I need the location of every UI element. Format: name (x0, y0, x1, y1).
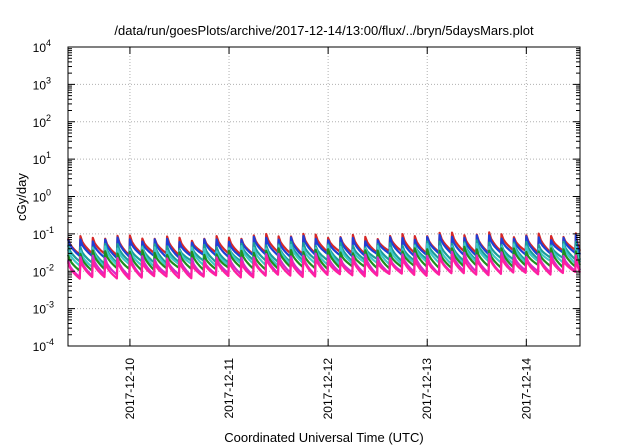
y-tick-exponent: 3 (46, 75, 51, 85)
y-axis-label: cGy/day (14, 173, 29, 221)
y-tick-exponent: 4 (46, 38, 51, 48)
y-tick-exponent: -4 (46, 337, 54, 347)
y-tick-label: 10 (33, 303, 47, 317)
x-tick-label: 2017-12-12 (321, 358, 335, 420)
x-tick-label: 2017-12-10 (123, 358, 137, 420)
y-tick-exponent: -1 (46, 225, 54, 235)
grid (68, 47, 580, 346)
y-tick-label: 10 (33, 265, 47, 279)
x-axis-label: Coordinated Universal Time (UTC) (224, 430, 423, 445)
y-tick-exponent: 0 (46, 188, 51, 198)
series-line (66, 253, 582, 281)
x-tick-label: 2017-12-11 (222, 358, 236, 419)
y-tick-label: 10 (33, 78, 47, 92)
series-layer (66, 231, 582, 281)
y-tick-label: 10 (33, 41, 47, 55)
y-tick-label: 10 (33, 116, 47, 130)
y-tick-label: 10 (33, 228, 47, 242)
y-tick-exponent: 2 (46, 113, 51, 123)
y-tick-label: 10 (33, 340, 47, 354)
y-tick-exponent: 1 (46, 150, 51, 160)
y-tick-exponent: -2 (46, 262, 54, 272)
y-tick-label: 10 (33, 191, 47, 205)
y-tick-label: 10 (33, 153, 47, 167)
x-tick-label: 2017-12-13 (420, 358, 434, 420)
y-tick-exponent: -3 (46, 300, 54, 310)
x-tick-label: 2017-12-14 (519, 358, 533, 420)
chart-title: /data/run/goesPlots/archive/2017-12-14/1… (114, 23, 534, 38)
